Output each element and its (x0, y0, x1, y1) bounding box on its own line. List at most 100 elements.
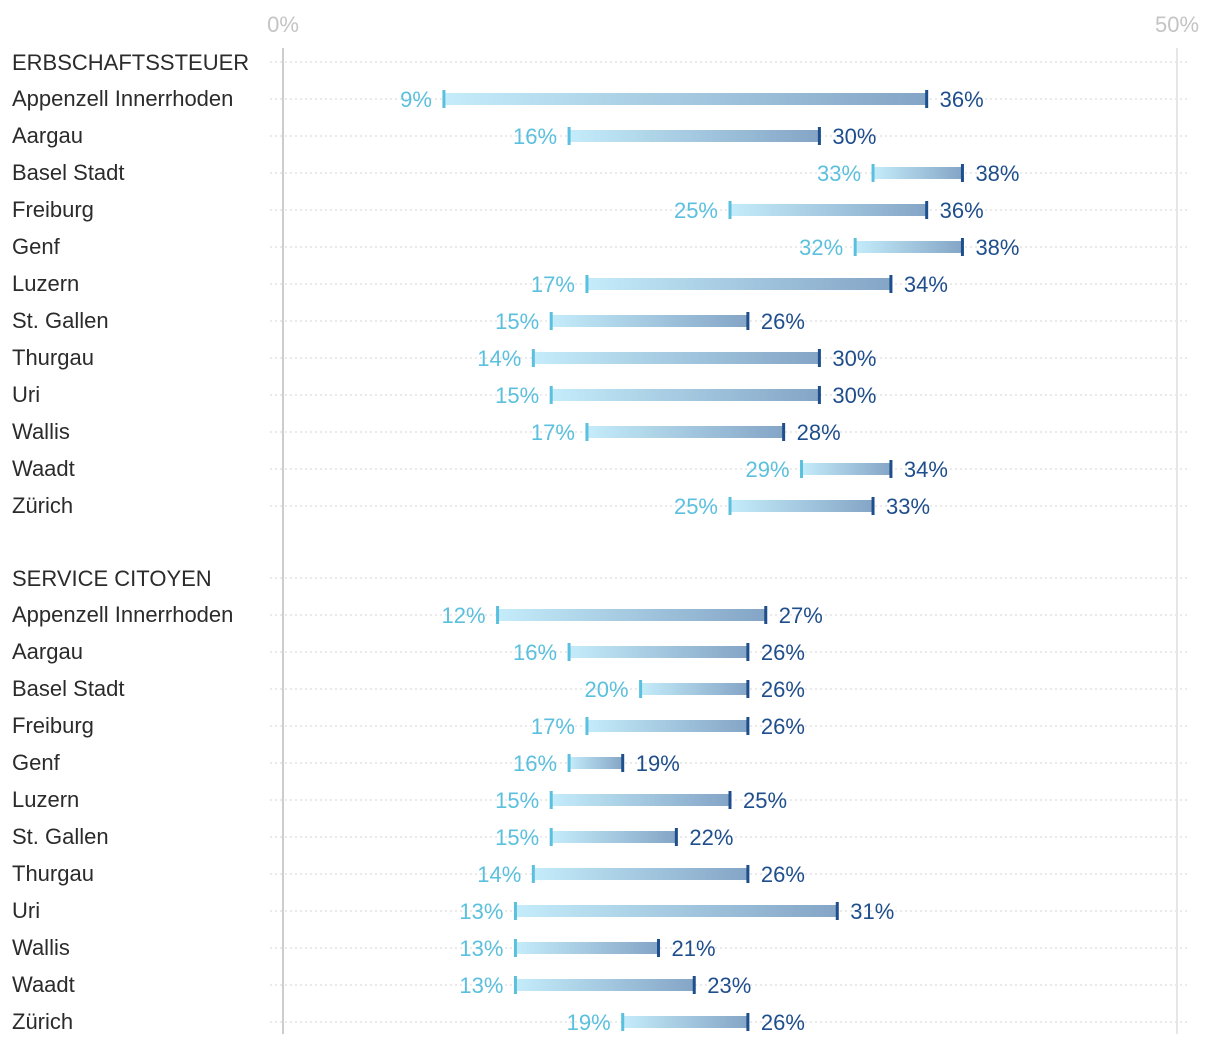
range-bar (873, 167, 963, 179)
row-label: Zürich (12, 493, 73, 518)
high-marker (728, 791, 732, 809)
high-marker (871, 497, 875, 515)
high-value-label: 27% (779, 603, 823, 628)
low-value-label: 16% (513, 640, 557, 665)
row-label: Luzern (12, 271, 79, 296)
high-marker (925, 201, 929, 219)
range-bar (497, 609, 766, 621)
row-label: Uri (12, 898, 40, 923)
high-value-label: 31% (850, 899, 894, 924)
row-label: Appenzell Innerrhoden (12, 86, 233, 111)
high-value-label: 26% (761, 640, 805, 665)
high-marker (746, 1013, 750, 1031)
range-bar (640, 683, 748, 695)
high-value-label: 38% (975, 235, 1019, 260)
range-bar (551, 831, 677, 843)
range-bar (569, 757, 623, 769)
high-value-label: 30% (832, 346, 876, 371)
range-bar (551, 794, 730, 806)
low-marker (549, 386, 553, 404)
tick-label-0: 0% (267, 12, 299, 37)
low-marker (513, 939, 517, 957)
low-value-label: 9% (400, 87, 432, 112)
range-bar (801, 463, 891, 475)
low-value-label: 19% (567, 1010, 611, 1035)
low-value-label: 32% (799, 235, 843, 260)
high-marker (692, 976, 696, 994)
high-value-label: 21% (671, 936, 715, 961)
low-value-label: 17% (531, 272, 575, 297)
low-marker (585, 275, 589, 293)
high-marker (746, 717, 750, 735)
section-title: SERVICE CITOYEN (12, 566, 212, 591)
row-label: Uri (12, 382, 40, 407)
high-marker (782, 423, 786, 441)
high-value-label: 19% (636, 751, 680, 776)
high-value-label: 26% (761, 714, 805, 739)
low-marker (549, 791, 553, 809)
row-label: Basel Stadt (12, 676, 125, 701)
range-bar (586, 278, 891, 290)
high-value-label: 26% (761, 862, 805, 887)
high-marker (746, 865, 750, 883)
low-value-label: 13% (459, 973, 503, 998)
low-value-label: 17% (531, 714, 575, 739)
high-value-label: 30% (832, 383, 876, 408)
low-marker (531, 349, 535, 367)
high-value-label: 36% (940, 87, 984, 112)
row-label: St. Gallen (12, 824, 109, 849)
range-bar (551, 315, 748, 327)
low-value-label: 29% (745, 457, 789, 482)
range-bar (855, 241, 963, 253)
high-marker (889, 460, 893, 478)
range-bar (533, 868, 748, 880)
low-value-label: 20% (585, 677, 629, 702)
low-marker (585, 717, 589, 735)
low-value-label: 25% (674, 198, 718, 223)
low-marker (567, 754, 571, 772)
row-label: Genf (12, 234, 61, 259)
low-marker (549, 828, 553, 846)
low-value-label: 15% (495, 309, 539, 334)
high-value-label: 26% (761, 1010, 805, 1035)
row-label: Luzern (12, 787, 79, 812)
low-value-label: 15% (495, 825, 539, 850)
row-label: Waadt (12, 456, 75, 481)
low-value-label: 13% (459, 936, 503, 961)
tick-label-50: 50% (1155, 12, 1199, 37)
low-marker (585, 423, 589, 441)
high-value-label: 22% (689, 825, 733, 850)
row-label: Thurgau (12, 345, 94, 370)
high-marker (746, 643, 750, 661)
low-value-label: 33% (817, 161, 861, 186)
high-marker (925, 90, 929, 108)
low-marker (549, 312, 553, 330)
high-marker (746, 680, 750, 698)
low-value-label: 25% (674, 494, 718, 519)
range-bar (586, 720, 748, 732)
low-marker (871, 164, 875, 182)
range-bar (515, 979, 695, 991)
low-value-label: 16% (513, 124, 557, 149)
high-marker (656, 939, 660, 957)
row-label: Wallis (12, 935, 70, 960)
low-value-label: 15% (495, 383, 539, 408)
high-marker (960, 164, 964, 182)
high-marker (817, 386, 821, 404)
high-value-label: 26% (761, 677, 805, 702)
high-value-label: 38% (975, 161, 1019, 186)
range-bar (515, 942, 659, 954)
low-value-label: 16% (513, 751, 557, 776)
low-marker (621, 1013, 625, 1031)
high-value-label: 28% (797, 420, 841, 445)
low-marker (567, 127, 571, 145)
low-marker (442, 90, 446, 108)
range-bar (622, 1016, 748, 1028)
high-marker (621, 754, 625, 772)
high-marker (817, 127, 821, 145)
low-marker (513, 902, 517, 920)
row-label: Wallis (12, 419, 70, 444)
low-value-label: 14% (477, 862, 521, 887)
row-label: Aargau (12, 639, 83, 664)
row-label: Genf (12, 750, 61, 775)
